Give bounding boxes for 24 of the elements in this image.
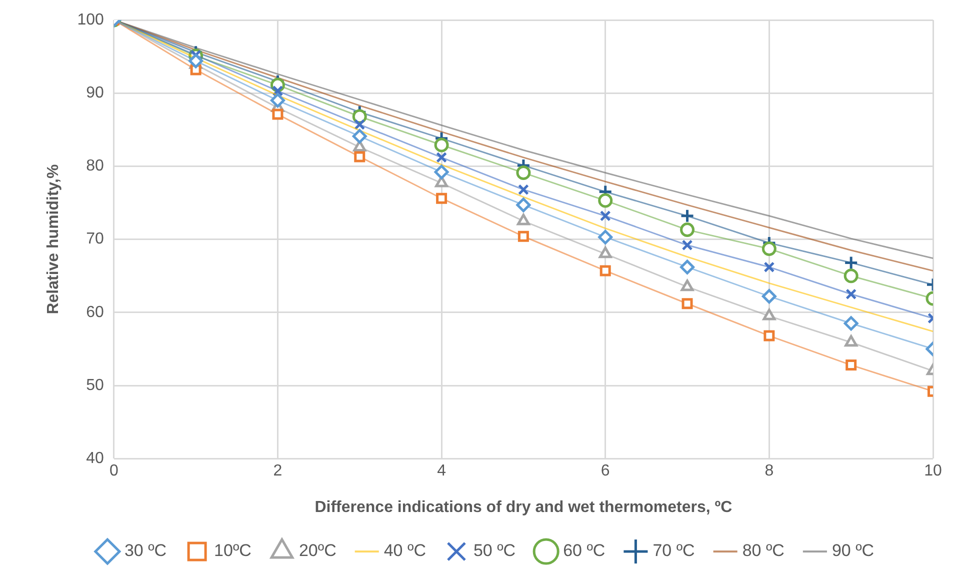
legend-label: 10ºC: [214, 541, 252, 560]
legend-label: 50 ºC: [473, 541, 516, 560]
legend-label: 70 ºC: [652, 541, 695, 560]
x-tick-label: 4: [437, 462, 446, 480]
legend-label: 20ºC: [298, 541, 336, 560]
x-axis-title: Difference indications of dry and wet thermometers, ºC: [314, 498, 733, 516]
x-tick-label: 8: [764, 462, 774, 480]
legend-label: 30 ºC: [124, 541, 167, 560]
y-tick-label: 80: [86, 158, 104, 175]
y-tick-label: 100: [77, 11, 104, 28]
y-axis-title: Relative humidity,%: [45, 164, 62, 314]
x-tick-label: 6: [600, 462, 610, 480]
x-tick-label: 10: [924, 462, 942, 480]
x-tick-label: 0: [109, 462, 118, 480]
legend-label: 60 ºC: [563, 541, 606, 560]
y-tick-label: 40: [86, 450, 104, 468]
legend-label: 40 ºC: [384, 541, 426, 560]
y-tick-label: 60: [86, 304, 104, 321]
y-tick-label: 50: [86, 376, 104, 394]
legend-label: 80 ºC: [742, 541, 784, 560]
x-tick-label: 2: [273, 462, 282, 480]
legend-label: 90 ºC: [832, 541, 874, 560]
y-tick-label: 70: [86, 230, 104, 248]
y-tick-label: 90: [86, 84, 104, 102]
